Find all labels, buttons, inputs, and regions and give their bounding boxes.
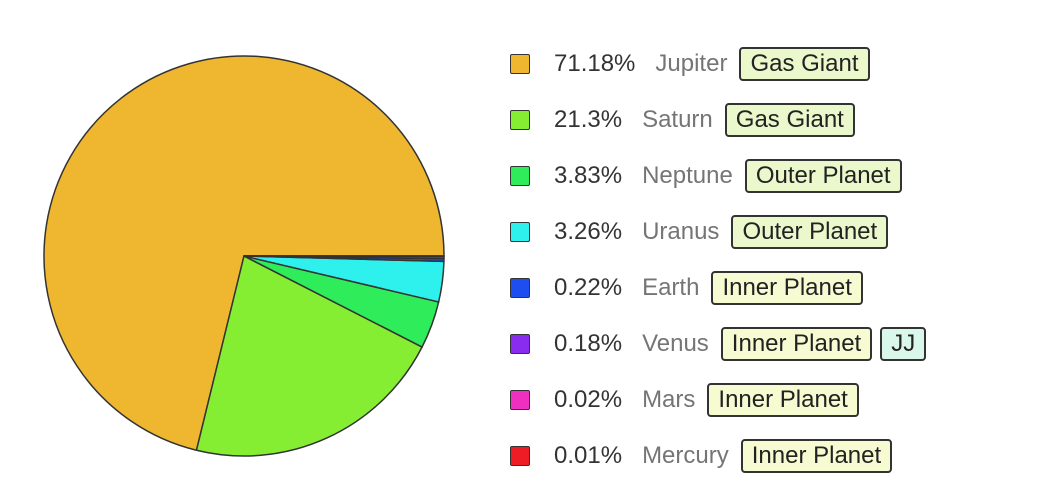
legend-swatch	[510, 222, 530, 242]
legend-swatch	[510, 446, 530, 466]
legend-tag: Outer Planet	[731, 215, 889, 249]
legend-label: Mercury	[642, 442, 729, 469]
pie-chart	[43, 55, 445, 457]
legend-tag: Gas Giant	[739, 47, 870, 81]
legend-label: Neptune	[642, 162, 733, 189]
legend-item-mercury[interactable]: 0.01% Mercury Inner Planet	[510, 428, 934, 484]
legend-tag: Inner Planet	[720, 327, 873, 361]
legend-percent: 0.01%	[554, 442, 623, 469]
legend-tag: Inner Planet	[711, 271, 863, 305]
legend-item-uranus[interactable]: 3.26% Uranus Outer Planet	[510, 204, 934, 260]
legend-percent: 3.83%	[554, 162, 623, 189]
legend-percent: 21.3%	[554, 106, 623, 133]
legend-swatch	[510, 166, 530, 186]
legend-label: Venus	[642, 330, 709, 357]
legend-percent: 0.22%	[554, 274, 623, 301]
legend-swatch	[510, 278, 530, 298]
pie-slice-jupiter[interactable]	[43, 55, 445, 452]
legend-label: Uranus	[642, 218, 720, 245]
legend-tag: Inner Planet	[707, 383, 859, 417]
legend-tag: Outer Planet	[744, 159, 902, 193]
legend-label: Mars	[642, 386, 696, 413]
legend-tag: JJ	[880, 327, 927, 361]
legend-tag: Inner Planet	[740, 439, 893, 473]
legend-item-venus[interactable]: 0.18% Venus Inner Planet JJ	[510, 316, 934, 372]
legend-tag: Gas Giant	[724, 103, 855, 137]
legend-percent: 71.18%	[554, 50, 636, 77]
legend-item-saturn[interactable]: 21.3% Saturn Gas Giant	[510, 92, 934, 148]
legend-item-jupiter[interactable]: 71.18% Jupiter Gas Giant	[510, 36, 934, 92]
legend-label: Earth	[642, 274, 700, 301]
legend-swatch	[510, 54, 530, 74]
legend-swatch	[510, 390, 530, 410]
legend-swatch	[510, 110, 530, 130]
legend-item-earth[interactable]: 0.22% Earth Inner Planet	[510, 260, 934, 316]
legend-label: Jupiter	[655, 50, 728, 77]
legend-percent: 0.18%	[554, 330, 623, 357]
legend-swatch	[510, 334, 530, 354]
chart-legend: 71.18% Jupiter Gas Giant 21.3% Saturn Gas Gia…	[510, 36, 934, 484]
legend-label: Saturn	[642, 106, 713, 133]
legend-percent: 3.26%	[554, 218, 623, 245]
legend-percent: 0.02%	[554, 386, 623, 413]
legend-item-neptune[interactable]: 3.83% Neptune Outer Planet	[510, 148, 934, 204]
legend-item-mars[interactable]: 0.02% Mars Inner Planet	[510, 372, 934, 428]
pie-slice-saturn[interactable]	[195, 255, 423, 457]
